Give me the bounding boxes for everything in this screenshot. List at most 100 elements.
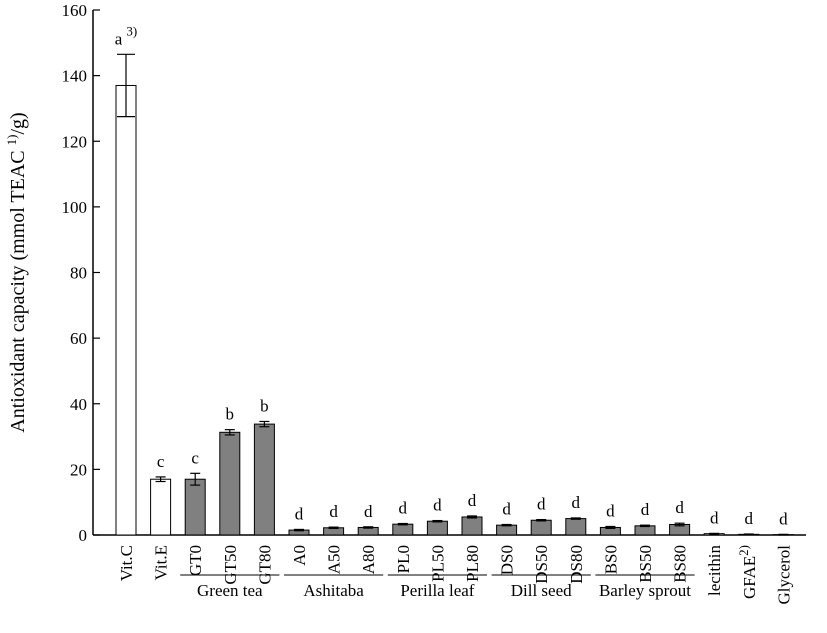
significance-letter: d [779,509,788,528]
category: lecithin [705,545,724,596]
y-axis-label: Antioxidant capacity (mmol TEAC 1)/g) [4,112,29,432]
letter: d [502,500,511,519]
letter-note: 3) [126,23,137,38]
category: BS50 [636,545,655,583]
bar [634,525,656,536]
significance-letter: d [433,496,442,515]
significance-letter: d [710,508,719,527]
letter: d [675,498,684,517]
category: DS0 [498,545,517,575]
error-bar [294,528,304,532]
significance-letter: d [295,504,304,523]
group-label: Green tea [197,581,263,600]
bar [426,520,448,536]
letter: d [606,501,615,520]
x-tick-label: Vit.E [152,545,171,580]
y-tick-label: 0 [79,526,88,545]
error-bar [778,533,789,536]
x-tick-label: Vit.C [117,545,136,581]
significance-letter: d [502,500,511,519]
bar [565,518,587,536]
letter: d [641,500,650,519]
group-label: Barley sprout [599,581,691,600]
significance-letter: d [399,499,408,518]
bar [392,523,414,536]
significance-letter: d [364,502,373,521]
significance-letter: d [537,495,546,514]
category: BS0 [601,545,620,574]
y-tick-label: 40 [70,395,87,414]
y-tick-label: 140 [62,67,88,86]
category: GT50 [221,545,240,585]
bar [496,524,518,536]
error-bar [328,526,339,530]
category: BS80 [671,545,690,583]
x-tick-label: GT50 [221,545,240,585]
letter: d [433,496,442,515]
x-tick-label: A50 [325,545,344,574]
error-bar [155,476,166,483]
y-label-part: Antioxidant capacity (mmol TEAC [7,145,29,432]
significance-letter: c [191,448,199,467]
letter: c [191,448,199,467]
significance-letter: c [157,452,165,471]
error-bar [397,522,408,526]
x-tick-label: PL0 [394,545,413,573]
significance-letter: b [260,396,269,415]
significance-letter: d [329,502,338,521]
x-tick-label: GFAE2) [736,545,759,599]
category: Vit.E [152,545,171,580]
x-tick-label: DS50 [532,545,551,584]
x-tick-label: A0 [290,545,309,566]
error-bar [363,526,374,529]
letter: b [226,405,235,424]
y-label-part: /g) [7,112,29,134]
letter: b [260,396,269,415]
x-tick-label: GT80 [255,545,274,585]
letter: d [295,504,304,523]
category: A0 [290,545,309,566]
y-tick-label: 80 [70,264,87,283]
error-bar [501,523,512,527]
category: PL0 [394,545,413,573]
x-tick-label: A80 [359,545,378,574]
category: DS80 [567,545,586,584]
significance-letter: d [572,493,581,512]
letter: d [468,491,477,510]
x-tick-label: lecithin [705,545,724,596]
y-tick-label: 120 [62,132,88,151]
letter: c [157,452,165,471]
x-tick-label: GT0 [186,545,205,576]
category: GFAE [740,556,759,599]
group-label: Perilla leaf [400,581,474,600]
letter: d [572,493,581,512]
significance-letter: b [226,405,235,424]
letter: a [115,29,123,48]
significance-letter: d [675,498,684,517]
y-tick-label: 160 [62,1,88,20]
letter: d [745,509,754,528]
error-bar [259,420,270,428]
bar [150,478,172,536]
x-tick-label: PL80 [463,545,482,582]
letter: d [779,509,788,528]
x-tick-label: BS0 [601,545,620,574]
x-tick-label: PL50 [428,545,447,582]
significance-letter: d [468,491,477,510]
category: GT80 [255,545,274,585]
category: Glycerol [774,545,793,605]
error-bar [605,525,616,530]
significance-letter: d [641,500,650,519]
bar [461,516,483,536]
error-bar [536,518,547,522]
bar [184,478,206,536]
category: GT0 [186,545,205,576]
group-label: Dill seed [511,581,572,600]
error-bar [467,515,477,519]
x-tick-label: BS80 [671,545,690,583]
error-bar [709,532,720,535]
category: A50 [325,545,344,574]
y-tick-label: 60 [70,329,87,348]
category: PL50 [428,545,447,582]
